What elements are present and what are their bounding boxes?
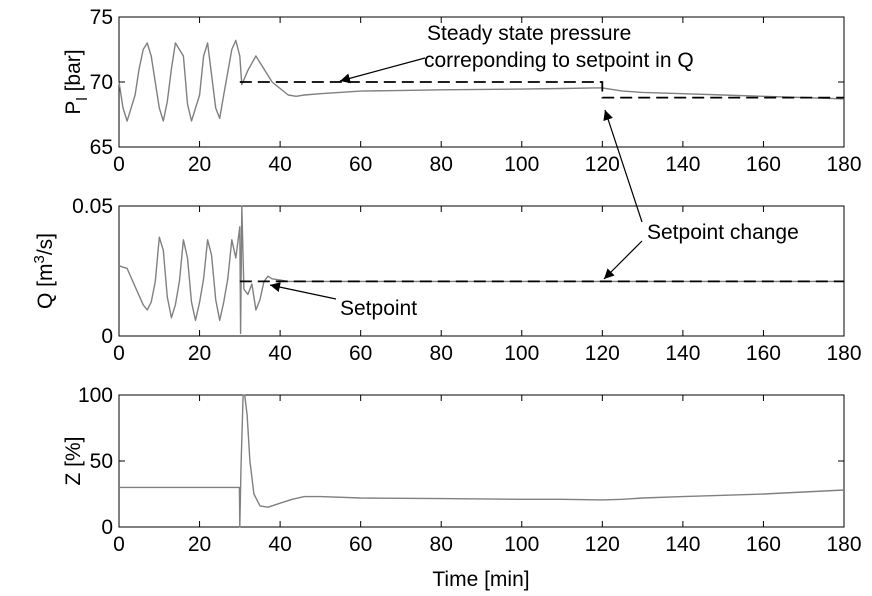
flow-x-tick-label: 180 [826,342,861,365]
flow-x-tick-label: 120 [585,342,620,365]
flow-panel: 0 20 40 60 80 100 120 140 160 180 00.05 Q [m3/s] … [31,109,862,365]
opening-panel: 0 20 40 60 80 100 120 140 160 180 0 50 100 Z [%] Ti… [62,384,862,591]
flow-y-axis-label: Q [m3/s] [31,233,57,309]
setpoint-change-arrow-up [603,109,643,223]
steady-state-annotation-line-1: Steady state pressure [427,22,631,45]
opening-y-tick-label: 100 [78,384,113,407]
flow-y-tick-label: 0 [101,325,113,348]
steady-state-annotation: Steady state pressure correponding to se… [339,22,694,84]
pressure-panel: 0 20 40 60 80 100 120 140 160 180 65 70 75 Pl [bar]… [62,6,862,176]
opening-x-tick-label: 20 [188,533,211,556]
flow-x-ticks: 0 20 40 60 80 100 120 140 160 180 [113,206,862,365]
pressure-x-tick-label: 100 [504,153,539,176]
opening-x-tick-label: 140 [665,533,700,556]
pressure-measured-line [118,39,845,122]
pressure-y-axis-label: Pl [bar] [62,49,91,114]
setpoint-arrow [269,282,337,300]
flow-x-tick-label: 60 [349,342,372,365]
pressure-x-tick-label: 120 [585,153,620,176]
pressure-x-tick-label: 140 [665,153,700,176]
opening-x-tick-label: 80 [430,533,453,556]
flow-axes-frame [118,205,845,337]
flow-x-tick-label: 100 [504,342,539,365]
flow-x-tick-label: 20 [188,342,211,365]
setpoint-text: Setpoint [340,297,417,320]
flow-y-tick-label: 0.05 [72,195,113,218]
opening-x-tick-label: 40 [268,533,291,556]
flow-x-tick-label: 0 [113,342,125,365]
pressure-y-tick-label: 70 [90,71,113,94]
opening-x-tick-label: 100 [504,533,539,556]
pressure-plot-area [118,39,845,122]
pressure-y-tick-label: 65 [90,136,113,159]
opening-x-tick-label: 0 [113,533,125,556]
steady-state-annotation-line-2: correponding to setpoint in Q [424,49,694,72]
opening-y-axis-label: Z [%] [62,436,85,485]
setpoint-annotation: Setpoint [269,282,417,320]
opening-axes-frame [118,394,845,528]
opening-plot-area [119,394,845,528]
flow-plot-area [118,205,844,335]
pressure-x-tick-label: 40 [268,153,291,176]
pressure-y-ticks: 65 70 75 [90,6,844,159]
flow-x-tick-label: 160 [746,342,781,365]
pressure-x-tick-label: 60 [349,153,372,176]
setpoint-change-arrow-down [603,240,643,280]
pressure-x-ticks: 0 20 40 60 80 100 120 140 160 180 [113,17,862,176]
setpoint-change-text: Setpoint change [647,221,799,244]
opening-y-tick-label: 0 [101,516,113,539]
pressure-x-tick-label: 0 [113,153,125,176]
x-axis-label: Time [min] [432,568,529,591]
opening-measured-line [119,394,845,528]
pressure-x-tick-label: 80 [430,153,453,176]
pressure-x-tick-label: 20 [188,153,211,176]
setpoint-change-annotation: Setpoint change [603,109,799,280]
pressure-y-tick-label: 75 [90,6,113,29]
opening-x-tick-label: 60 [349,533,372,556]
pressure-x-tick-label: 160 [746,153,781,176]
pressure-steady-state-line [239,81,844,99]
opening-y-tick-label: 50 [90,450,113,473]
flow-x-tick-label: 140 [665,342,700,365]
pressure-x-tick-label: 180 [826,153,861,176]
opening-x-tick-label: 180 [826,533,861,556]
steady-state-arrow [339,57,426,84]
opening-x-ticks: 0 20 40 60 80 100 120 140 160 180 [113,395,862,556]
flow-x-tick-label: 40 [268,342,291,365]
flow-x-tick-label: 80 [430,342,453,365]
flow-y-ticks: 00.05 [72,195,844,348]
opening-x-tick-label: 120 [585,533,620,556]
opening-y-ticks: 0 50 100 [78,384,844,539]
opening-x-tick-label: 160 [746,533,781,556]
